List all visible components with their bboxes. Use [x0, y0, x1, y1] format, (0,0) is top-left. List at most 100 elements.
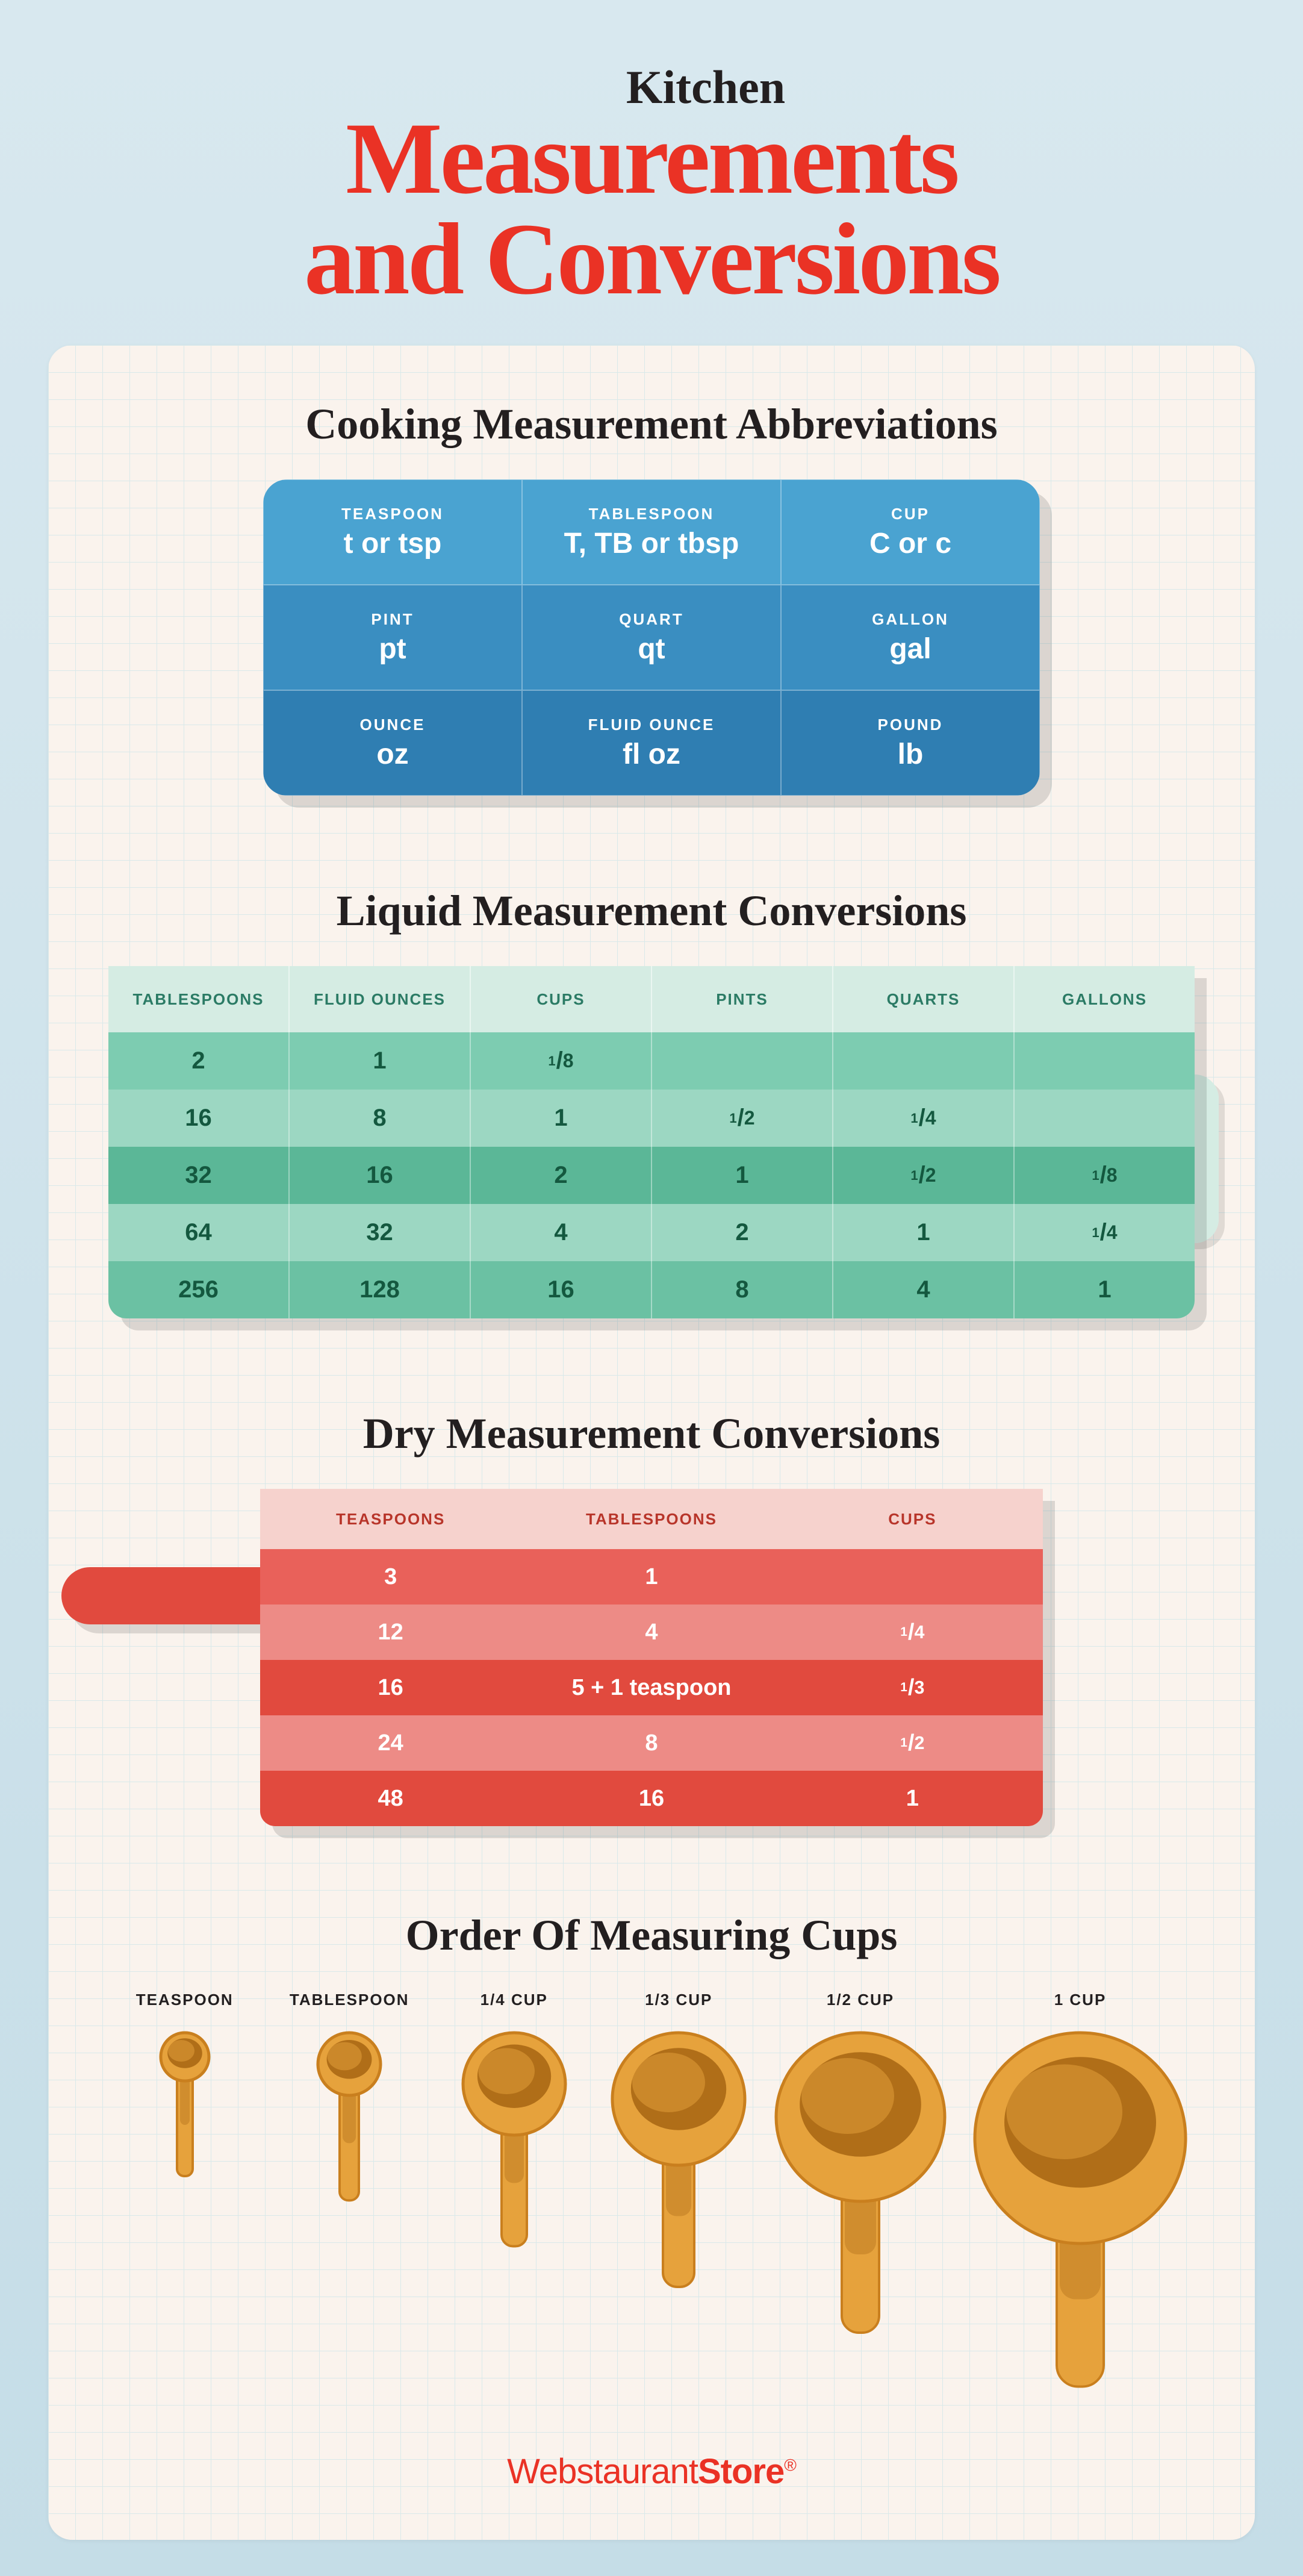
- measuring-cup-item: 1/3 CUP: [603, 1991, 756, 2304]
- liquid-cell: 1/4: [833, 1090, 1015, 1147]
- abbrev-label: OUNCE: [360, 716, 426, 734]
- dry-cell: 4: [521, 1605, 782, 1660]
- abbrev-value: pt: [379, 632, 406, 666]
- abbrev-section: TEASPOON t or tsp TABLESPOON T, TB or tbsp C…: [108, 479, 1195, 796]
- liquid-cell: 1/8: [1015, 1147, 1195, 1204]
- dry-heading: Dry Measurement Conversions: [108, 1409, 1195, 1459]
- liquid-cell: 1: [1015, 1261, 1195, 1318]
- dry-row: 2481/2: [260, 1715, 1043, 1771]
- dry-cell: 1: [782, 1771, 1043, 1826]
- cups-row: TEASPOON TABLESPOON 1/4 CUP 1/3 CUP 1/2 CUP 1…: [108, 1991, 1195, 2415]
- dry-row: 48161: [260, 1771, 1043, 1826]
- liquid-cell: 32: [290, 1204, 471, 1261]
- abbrev-value: C or c: [869, 527, 951, 560]
- measuring-cup-item: TABLESPOON: [273, 1991, 426, 2207]
- abbrev-label: CUP: [891, 505, 930, 523]
- liquid-row: 16811/21/4: [108, 1090, 1195, 1147]
- liquid-cell: 2: [108, 1032, 290, 1090]
- dry-header-row: TEASPOONSTABLESPOONSCUPS: [260, 1489, 1043, 1549]
- title-line2: and Conversions: [304, 202, 999, 316]
- content-panel: Cooking Measurement Abbreviations TEASPO…: [48, 345, 1255, 2540]
- liquid-cell: 64: [108, 1204, 290, 1261]
- liquid-cell: 1: [833, 1204, 1015, 1261]
- abbrev-value: lb: [898, 738, 924, 771]
- dry-cell: [782, 1549, 1043, 1605]
- abbrev-label: PINT: [371, 610, 414, 629]
- abbrev-label: TEASPOON: [341, 505, 444, 523]
- brand-part2: Store: [698, 2452, 784, 2491]
- liquid-cell: [1015, 1090, 1195, 1147]
- dry-cell: 3: [260, 1549, 521, 1605]
- abbrev-row: PINT pt QUARTqt GALLON gal: [263, 585, 1040, 690]
- footer-brand: WebstaurantStore®: [108, 2451, 1195, 2492]
- abbrev-label: QUART: [619, 610, 683, 629]
- abbrev-label: GALLON: [872, 610, 949, 629]
- liquid-row: 25612816841: [108, 1261, 1195, 1318]
- dry-cell: 12: [260, 1605, 521, 1660]
- liquid-cell: 2: [652, 1204, 833, 1261]
- measuring-cup-item: 1 CUP: [966, 1991, 1195, 2415]
- dry-table: TEASPOONSTABLESPOONSCUPS311241/4165 + 1 …: [260, 1489, 1043, 1826]
- liquid-cell: 16: [108, 1090, 290, 1147]
- cup-label: 1 CUP: [966, 1991, 1195, 2009]
- abbrev-heading: Cooking Measurement Abbreviations: [108, 399, 1195, 449]
- measuring-cup-icon: [767, 2027, 954, 2355]
- liquid-row: 3216211/21/8: [108, 1147, 1195, 1204]
- abbrev-cell: POUND lb: [781, 690, 1040, 796]
- liquid-table: TABLESPOONSFLUID OUNCESCUPSPINTSQUARTSGA…: [108, 966, 1195, 1318]
- liquid-header-row: TABLESPOONSFLUID OUNCESCUPSPINTSQUARTSGA…: [108, 966, 1195, 1032]
- abbrev-cell: QUARTqt: [522, 585, 781, 690]
- cup-label: 1/3 CUP: [603, 1991, 756, 2009]
- liquid-header-cell: CUPS: [471, 966, 652, 1032]
- abbrev-label: POUND: [878, 716, 944, 734]
- abbrev-cell: OUNCE oz: [263, 690, 522, 796]
- abbrev-label: TABLESPOON: [589, 505, 715, 523]
- abbrev-cell: TABLESPOON T, TB or tbsp: [522, 479, 781, 585]
- dry-cell: 1/2: [782, 1715, 1043, 1771]
- abbrev-cell: GALLON gal: [781, 585, 1040, 690]
- liquid-cell: 1/4: [1015, 1204, 1195, 1261]
- dry-cell: 16: [260, 1660, 521, 1715]
- cup-label: TEASPOON: [108, 1991, 261, 2009]
- liquid-cell: 4: [833, 1261, 1015, 1318]
- liquid-header-cell: GALLONS: [1015, 966, 1195, 1032]
- dry-cell: 1/3: [782, 1660, 1043, 1715]
- liquid-cell: 2: [471, 1147, 652, 1204]
- liquid-cell: 16: [471, 1261, 652, 1318]
- liquid-header-cell: FLUID OUNCES: [290, 966, 471, 1032]
- abbrev-value: oz: [376, 738, 408, 771]
- dry-cell: 48: [260, 1771, 521, 1826]
- abbrev-value: T, TB or tbsp: [564, 527, 739, 560]
- liquid-cell: 1/8: [471, 1032, 652, 1090]
- liquid-cell: 1: [471, 1090, 652, 1147]
- abbrev-cell: CUP C or c: [781, 479, 1040, 585]
- measuring-cup-icon: [603, 2027, 754, 2304]
- registered-mark: ®: [784, 2456, 796, 2475]
- liquid-cell: 1: [652, 1147, 833, 1204]
- abbrev-value: gal: [889, 632, 931, 666]
- dry-header-cell: TABLESPOONS: [521, 1489, 782, 1549]
- title-line1: Measurements: [346, 102, 957, 215]
- liquid-cell: 1/2: [652, 1090, 833, 1147]
- cups-heading: Order Of Measuring Cups: [108, 1910, 1195, 1960]
- dry-header-cell: TEASPOONS: [260, 1489, 521, 1549]
- liquid-cell: [652, 1032, 833, 1090]
- cup-label: 1/2 CUP: [767, 1991, 954, 2009]
- liquid-cell: [1015, 1032, 1195, 1090]
- cup-label: 1/4 CUP: [438, 1991, 591, 2009]
- liquid-cell: 16: [290, 1147, 471, 1204]
- liquid-section: TABLESPOONSFLUID OUNCESCUPSPINTSQUARTSGA…: [108, 966, 1195, 1318]
- dry-cell: 24: [260, 1715, 521, 1771]
- abbrev-value: t or tsp: [344, 527, 442, 560]
- measuring-cup-icon: [454, 2027, 574, 2262]
- dry-section: TEASPOONSTABLESPOONSCUPS311241/4165 + 1 …: [260, 1489, 1043, 1826]
- dry-row: 165 + 1 teaspoon1/3: [260, 1660, 1043, 1715]
- dry-cell: 5 + 1 teaspoon: [521, 1660, 782, 1715]
- brand-part1: Webstaurant: [507, 2452, 698, 2491]
- abbrev-value: fl oz: [623, 738, 680, 771]
- abbrev-cell: FLUID OUNCEfl oz: [522, 690, 781, 796]
- liquid-header-cell: TABLESPOONS: [108, 966, 290, 1032]
- liquid-cell: [833, 1032, 1015, 1090]
- main-title: Measurements and Conversions: [48, 108, 1255, 309]
- liquid-heading: Liquid Measurement Conversions: [108, 886, 1195, 936]
